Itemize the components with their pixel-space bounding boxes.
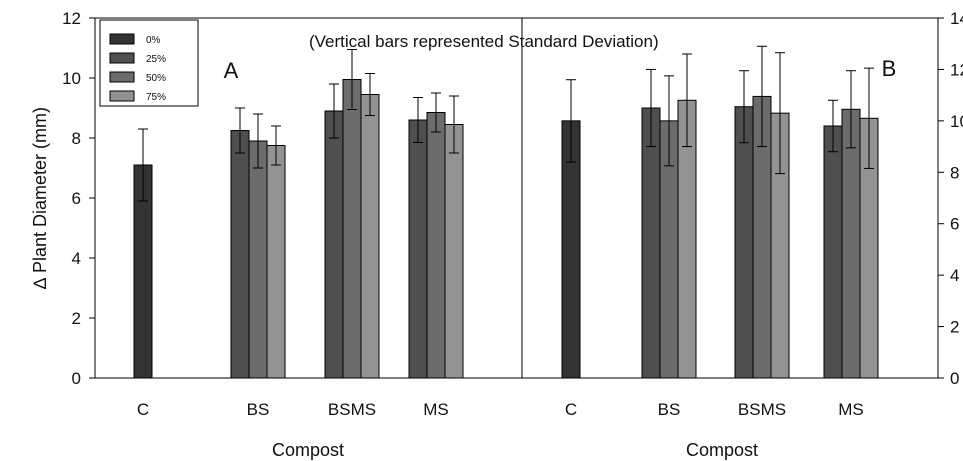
bar-A-MS-50% (426, 112, 446, 379)
legend-swatch (109, 52, 135, 64)
bar-A-BS-75% (266, 145, 286, 379)
legend-swatch (109, 71, 135, 83)
bar-A-BS-50% (248, 140, 268, 379)
legend-label: 0% (146, 35, 161, 46)
legend-label: 50% (146, 73, 166, 84)
y-tick-label: 8 (72, 129, 81, 148)
bar-A-BS-25% (230, 130, 250, 379)
panel-label: B (882, 56, 897, 81)
x-axis-title: Compost (272, 440, 344, 460)
y-tick-label: 10 (62, 69, 81, 88)
y-tick-label-right: 12 (950, 60, 963, 79)
x-category-label: C (565, 400, 577, 419)
y-tick-label: 0 (72, 369, 81, 388)
bar-B-BS-25% (641, 107, 661, 379)
x-category-label: MS (423, 400, 449, 419)
x-category-label: MS (838, 400, 864, 419)
legend-swatch (109, 90, 135, 102)
x-category-label: BSMS (738, 400, 786, 419)
y-tick-label-right: 6 (950, 215, 959, 234)
bar-A-BSMS-75% (360, 94, 380, 379)
x-category-label: BS (247, 400, 270, 419)
y-tick-label-right: 8 (950, 163, 959, 182)
y-tick-label: 6 (72, 189, 81, 208)
std-deviation-note: (Vertical bars represented Standard Devi… (309, 32, 659, 51)
x-category-label: BS (658, 400, 681, 419)
y-tick-label-right: 4 (950, 266, 959, 285)
legend: 0% 25% 50% 75% (99, 19, 199, 107)
y-tick-label-right: 2 (950, 318, 959, 337)
legend-label: 75% (146, 92, 166, 103)
bar-A-BSMS-50% (342, 79, 362, 379)
bar-B-MS-25% (823, 125, 843, 379)
y-tick-label-right: 0 (950, 369, 959, 388)
bar-A-MS-75% (444, 124, 464, 379)
x-axis-title: Compost (686, 440, 758, 460)
x-category-label: C (137, 400, 149, 419)
bar-A-BSMS-25% (324, 110, 344, 379)
y-tick-label: 2 (72, 309, 81, 328)
y-tick-label-right: 14 (950, 9, 963, 28)
y-tick-label: 4 (72, 249, 81, 268)
y-axis-title: ∆ Plant Diameter (mm) (30, 107, 50, 289)
y-tick-label: 12 (62, 9, 81, 28)
bar-B-BSMS-25% (734, 106, 754, 379)
bar-B-MS-50% (841, 108, 861, 379)
legend-swatch (109, 33, 135, 45)
panel-label: A (224, 58, 239, 83)
x-category-label: BSMS (328, 400, 376, 419)
bar-A-MS-25% (408, 119, 428, 379)
legend-label: 25% (146, 54, 166, 65)
y-tick-label-right: 10 (950, 112, 963, 131)
